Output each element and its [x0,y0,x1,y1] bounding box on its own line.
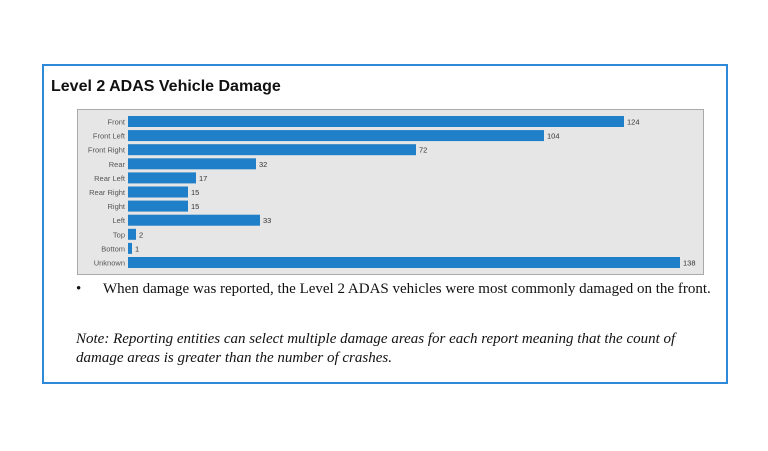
bar-bottom [128,242,132,254]
value-label: 32 [259,160,267,169]
value-label: 1 [135,244,139,253]
category-label: Unknown [94,259,125,268]
category-label: Front [107,118,125,127]
value-label: 124 [627,118,640,127]
bar-unknown [128,257,680,268]
bar-rear-left [128,172,196,184]
bar-chart: Front 124 Front Left 104 Front Right 72 Rear 32… [77,109,704,275]
bullet-point: • When damage was reported, the Level 2 … [76,280,716,298]
category-label: Right [107,202,125,211]
category-label: Rear [109,160,126,169]
value-label: 138 [683,259,696,268]
value-label: 33 [263,216,271,225]
bar-top [128,228,136,240]
category-label: Front Left [93,132,126,141]
category-label: Front Right [88,146,126,155]
value-label: 2 [139,230,143,239]
category-label: Bottom [101,244,125,253]
bar-rear [128,158,256,170]
bullet-text: When damage was reported, the Level 2 AD… [103,281,711,297]
note-text: Note: Reporting entities can select mult… [76,331,676,366]
value-label: 104 [547,132,560,141]
bar-front-left [128,130,544,142]
bar-front-right [128,144,416,156]
value-label: 15 [191,202,199,211]
category-label: Rear Right [89,188,126,197]
category-label: Top [113,230,125,239]
figure-box: Level 2 ADAS Vehicle Damage Front 124 Fron… [42,64,728,384]
bar-rear-right [128,186,188,198]
category-label: Left [112,216,125,225]
value-label: 72 [419,146,427,155]
bullet-symbol: • [76,281,82,297]
bar-right [128,200,188,212]
chart-title: Level 2 ADAS Vehicle Damage [51,78,281,95]
category-label: Rear Left [94,174,126,183]
value-label: 17 [199,174,207,183]
bar-left [128,214,260,226]
bar-front [128,116,624,127]
value-label: 15 [191,188,199,197]
